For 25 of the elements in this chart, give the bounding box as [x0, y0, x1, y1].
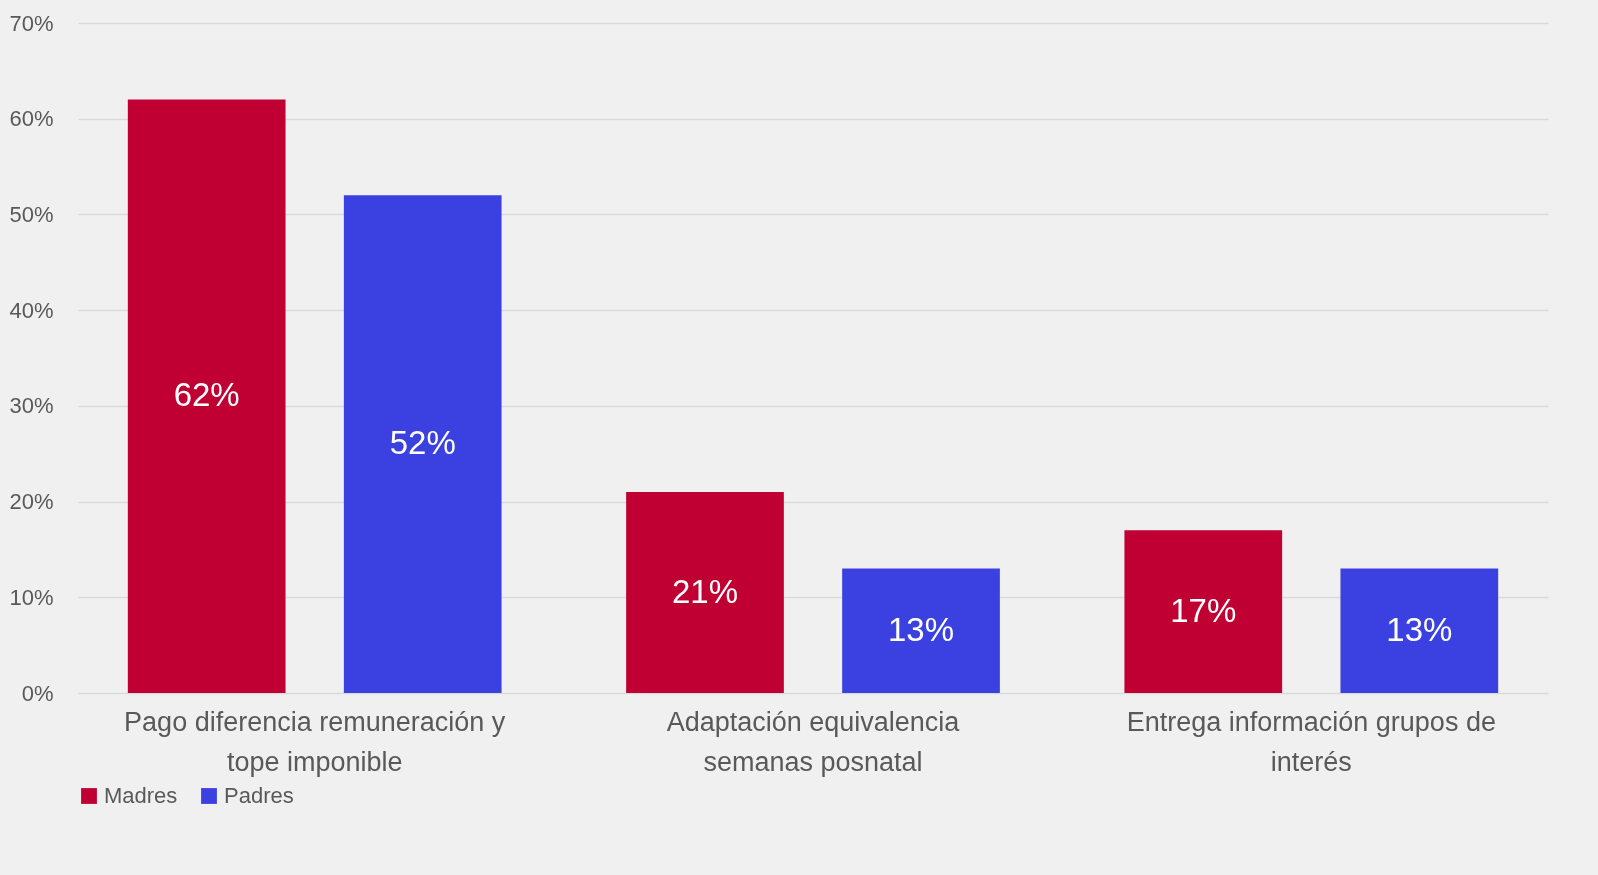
y-tick-label: 60%	[9, 106, 54, 132]
data-label: 21%	[671, 572, 739, 610]
y-tick-label: 20%	[9, 489, 54, 515]
x-tick-label: Pago diferencia remuneración y tope imponible	[124, 706, 506, 777]
data-label: 17%	[1170, 591, 1237, 629]
data-label: 62%	[173, 376, 240, 414]
data-label: 52%	[389, 424, 456, 462]
data-label: 13%	[887, 610, 955, 648]
y-tick-label: 70%	[9, 10, 54, 36]
legend-label: Madres	[104, 783, 178, 808]
y-tick-label: 10%	[9, 584, 54, 610]
data-label: 13%	[1386, 610, 1453, 648]
bar	[1124, 530, 1283, 693]
y-tick-label: 40%	[9, 297, 54, 323]
y-tick-label: 0%	[21, 680, 54, 706]
bar	[626, 492, 784, 693]
bar	[127, 99, 286, 693]
x-tick-label: Adaptación equivalencia semanas posnatal	[666, 706, 961, 777]
y-tick-label: 50%	[9, 201, 54, 227]
bar	[343, 195, 502, 693]
x-tick-label: Entrega información grupos de interés	[1126, 706, 1496, 777]
y-tick-label: 30%	[9, 393, 54, 419]
bar	[1340, 568, 1499, 693]
legend-label: Padres	[224, 783, 294, 808]
bar	[842, 568, 1000, 693]
